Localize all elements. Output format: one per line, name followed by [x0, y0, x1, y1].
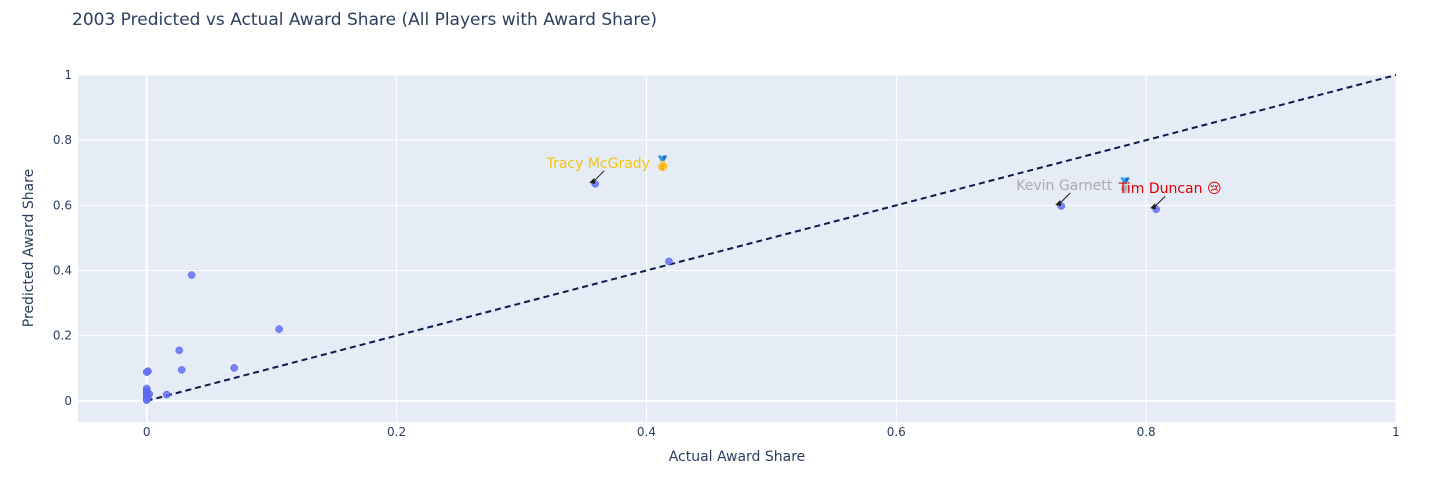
x-axis-ticks: 0 0.2 0.4 0.6 0.8 1 — [143, 425, 1400, 439]
gridlines — [78, 74, 1397, 422]
data-point[interactable] — [142, 396, 151, 404]
data-point[interactable] — [187, 271, 196, 279]
data-point[interactable] — [162, 390, 171, 399]
annotation-arrow — [1153, 195, 1166, 208]
y-tick-label: 0.2 — [53, 329, 72, 343]
x-axis-title: Actual Award Share — [669, 449, 806, 465]
annotation-arrowhead — [589, 177, 596, 184]
annotation-arrow — [592, 170, 605, 183]
x-tick-label: 0.6 — [887, 425, 906, 439]
annotation-arrowhead — [1055, 199, 1062, 206]
y-tick-label: 0.8 — [53, 133, 72, 147]
reference-line — [146, 74, 1397, 402]
data-point[interactable] — [175, 346, 183, 355]
annotation-arrowhead — [1150, 203, 1157, 210]
data-point[interactable] — [177, 366, 186, 374]
data-point[interactable] — [665, 257, 673, 266]
y-tick-label: 1 — [64, 68, 72, 82]
x-tick-label: 1 — [1392, 425, 1400, 439]
annotation-arrow — [1058, 192, 1071, 205]
data-point[interactable] — [230, 364, 238, 372]
y-axis-title: Predicted Award Share — [21, 169, 37, 327]
chart-title: 2003 Predicted vs Actual Award Share (Al… — [72, 10, 657, 30]
data-point[interactable] — [142, 368, 151, 376]
x-tick-label: 0.4 — [637, 425, 656, 439]
data-point[interactable] — [275, 325, 283, 333]
reference-line-group — [146, 74, 1397, 402]
y-tick-label: 0.6 — [53, 198, 72, 212]
annotation-label: Tim Duncan 😢 — [1118, 181, 1222, 197]
x-tick-label: 0.8 — [1137, 425, 1156, 439]
x-tick-label: 0.2 — [387, 425, 406, 439]
annotation-label: Tracy McGrady 🥇 — [546, 155, 672, 172]
y-axis-ticks: 0 0.2 0.4 0.6 0.8 1 — [53, 68, 72, 408]
plot-area — [78, 75, 1396, 422]
y-tick-label: 0.4 — [53, 263, 72, 277]
annotations-group: Tracy McGrady 🥇 Kevin Garnett 🥈Tim Duncan… — [546, 155, 1222, 210]
x-tick-label: 0 — [143, 425, 151, 439]
annotation-label: Kevin Garnett 🥈 — [1016, 177, 1134, 194]
y-tick-label: 0 — [64, 394, 72, 408]
